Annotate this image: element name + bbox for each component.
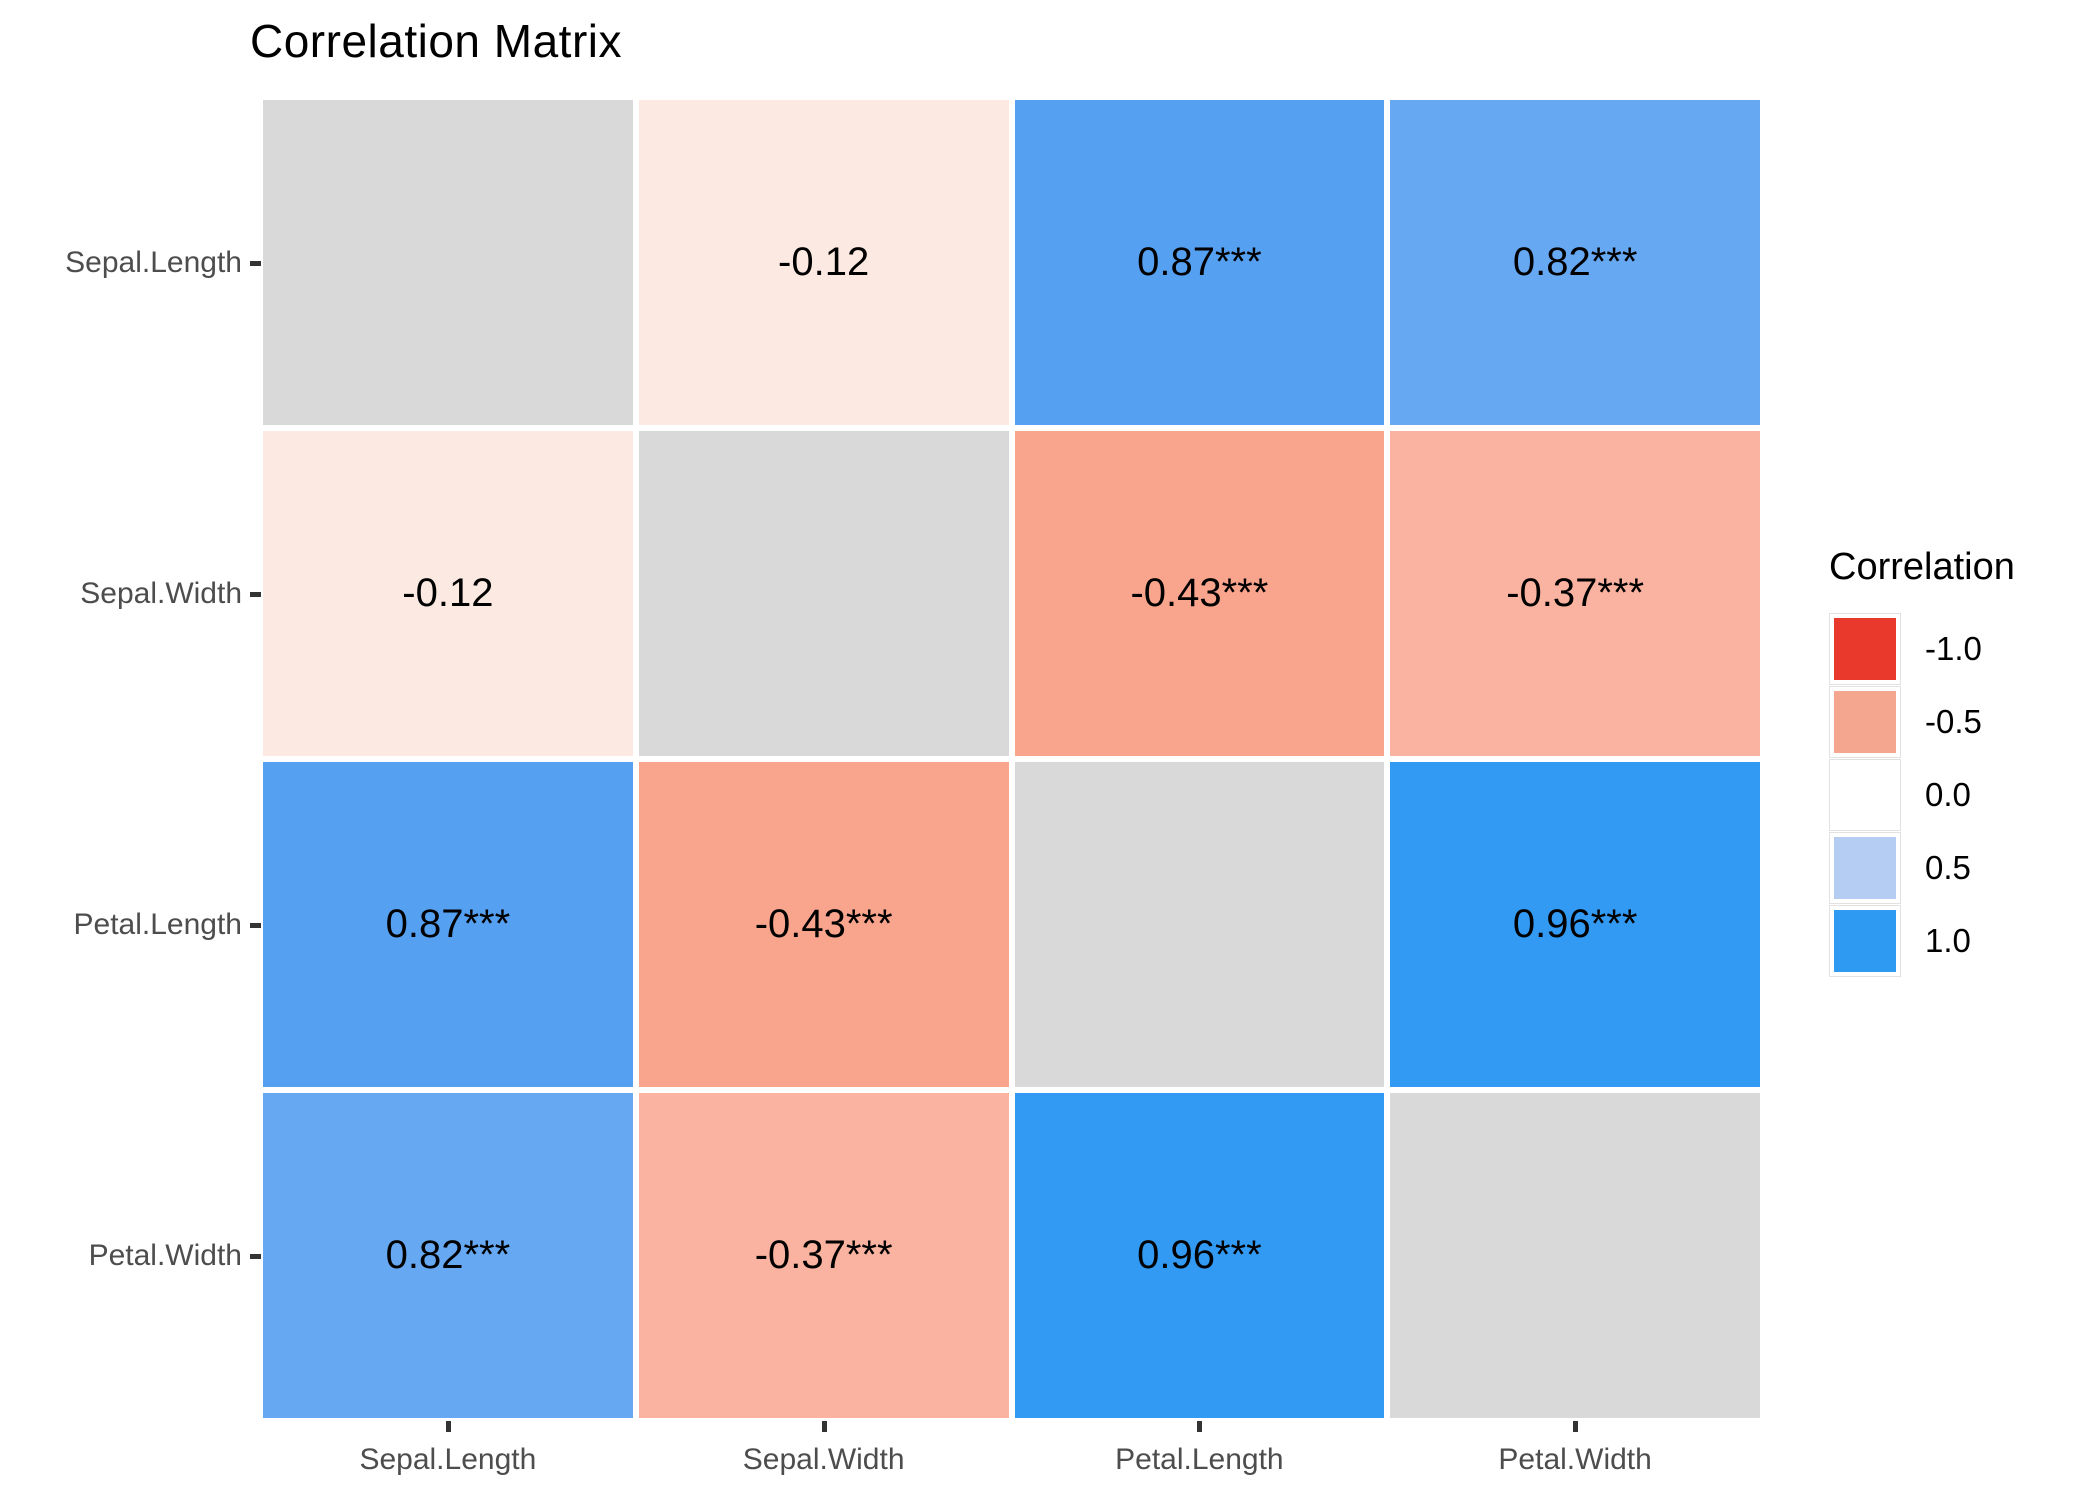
x-axis-label-Petal.Width: Petal.Width — [1498, 1443, 1652, 1476]
cell-Sepal.Width-Petal.Width: -0.37*** — [1390, 431, 1760, 756]
x-axis-tick — [821, 1421, 827, 1432]
cell-Petal.Length-Sepal.Width: -0.43*** — [638, 762, 1009, 1087]
cell-Sepal.Length-Petal.Length: 0.87*** — [1014, 100, 1385, 425]
legend-entry-1.0: 1.0 — [1829, 905, 2015, 977]
x-axis-label-Sepal.Length: Sepal.Length — [359, 1443, 537, 1476]
cell-Petal.Length-Petal.Width: 0.96*** — [1390, 762, 1760, 1087]
legend-swatch-color — [1834, 910, 1896, 972]
y-axis-label-Sepal.Width: Sepal.Width — [80, 576, 242, 610]
legend-entry--0.5: -0.5 — [1829, 686, 2015, 758]
legend-key-swatch — [1829, 686, 1901, 758]
legend-key-swatch — [1829, 905, 1901, 977]
legend-key-swatch — [1829, 759, 1901, 831]
cell-Sepal.Length-Sepal.Width: -0.12 — [638, 100, 1009, 425]
cell-Petal.Width-Petal.Length: 0.96*** — [1014, 1093, 1385, 1418]
chart-title: Correlation Matrix — [250, 15, 622, 67]
legend: Correlation -1.0 -0.5 0.0 0.5 1.0 — [1829, 546, 2015, 978]
legend-swatch-color — [1834, 764, 1896, 826]
legend-title: Correlation — [1829, 546, 2015, 588]
cell-Petal.Length-Sepal.Length: 0.87*** — [263, 762, 633, 1087]
cell-Petal.Length-Petal.Length — [1014, 762, 1385, 1087]
heatmap-panel: -0.12 0.87*** 0.82*** -0.12 -0.43*** -0.37***… — [263, 100, 1760, 1418]
legend-entry-0.0: 0.0 — [1829, 759, 2015, 831]
legend-entry-0.5: 0.5 — [1829, 832, 2015, 904]
legend-label: 1.0 — [1925, 922, 1971, 959]
x-axis-tick — [1197, 1421, 1203, 1432]
legend-label: 0.5 — [1925, 849, 1971, 886]
y-axis-label-Petal.Length: Petal.Length — [73, 907, 242, 941]
y-axis-tick — [250, 1253, 261, 1259]
cell-Sepal.Width-Sepal.Width — [638, 431, 1009, 756]
cell-Sepal.Length-Petal.Width: 0.82*** — [1390, 100, 1760, 425]
legend-key-swatch — [1829, 613, 1901, 685]
legend-key-swatch — [1829, 832, 1901, 904]
legend-swatch-color — [1834, 618, 1896, 680]
legend-swatch-color — [1834, 837, 1896, 899]
y-axis-tick — [250, 591, 261, 597]
y-axis-tick — [250, 922, 261, 928]
legend-label: 0.0 — [1925, 776, 1971, 813]
cell-Petal.Width-Petal.Width — [1390, 1093, 1760, 1418]
x-axis-label-Petal.Length: Petal.Length — [1115, 1443, 1284, 1476]
cell-Sepal.Width-Sepal.Length: -0.12 — [263, 431, 633, 756]
legend-swatch-color — [1834, 691, 1896, 753]
legend-label: -0.5 — [1925, 703, 1982, 740]
cell-Petal.Width-Sepal.Width: -0.37*** — [638, 1093, 1009, 1418]
cell-Sepal.Length-Sepal.Length — [263, 100, 633, 425]
cell-Petal.Width-Sepal.Length: 0.82*** — [263, 1093, 633, 1418]
legend-entry--1.0: -1.0 — [1829, 613, 2015, 685]
x-axis-tick — [445, 1421, 451, 1432]
y-axis-label-Petal.Width: Petal.Width — [88, 1238, 242, 1272]
y-axis-tick — [250, 260, 261, 266]
legend-keys: -1.0 -0.5 0.0 0.5 1.0 — [1829, 613, 2015, 977]
x-axis-label-Sepal.Width: Sepal.Width — [742, 1443, 905, 1476]
legend-label: -1.0 — [1925, 630, 1982, 667]
y-axis-label-Sepal.Length: Sepal.Length — [65, 245, 242, 279]
cell-Sepal.Width-Petal.Length: -0.43*** — [1014, 431, 1385, 756]
x-axis-tick — [1573, 1421, 1579, 1432]
